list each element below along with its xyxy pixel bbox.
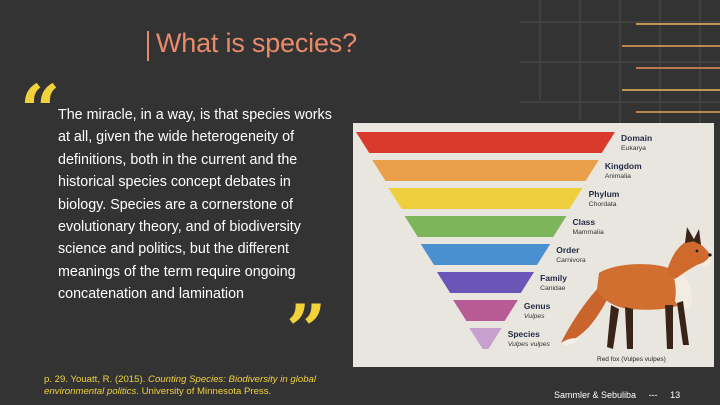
taxon-label-genus: Vulpes — [524, 313, 545, 320]
slide-title: What is species? — [156, 28, 357, 58]
rank-label-class: Class — [572, 217, 595, 227]
taxon-label-kingdom: Animalia — [605, 173, 631, 180]
taxonomy-pyramid: Domain Eukarya Kingdom Animalia Phylum Chorda… — [356, 132, 712, 363]
red-fox-illustration — [561, 227, 712, 349]
taxon-label-family: Canidae — [540, 285, 566, 292]
taxonomy-figure: Domain Eukarya Kingdom Animalia Phylum Chorda… — [353, 123, 714, 367]
citation: p. 29. Youatt, R. (2015). Counting Speci… — [44, 374, 374, 398]
pyramid-level-species — [469, 328, 502, 349]
quote-text: The miracle, in a way, is that species w… — [58, 107, 332, 303]
close-quote-mark: ” — [286, 289, 327, 372]
rank-label-domain: Domain — [621, 133, 652, 143]
title-accent-bar — [147, 31, 149, 61]
slide-footer: Sammler & Sebuliba --- 13 — [554, 390, 690, 400]
fox-caption: Red fox (Vulpes vulpes) — [597, 356, 666, 363]
rank-label-order: Order — [556, 245, 580, 255]
rank-label-family: Family — [540, 273, 567, 283]
pyramid-level-genus — [453, 300, 518, 321]
citation-suffix: . University of Minnesota Press. — [136, 386, 272, 397]
footer-authors: Sammler & Sebuliba — [554, 390, 637, 400]
rank-label-genus: Genus — [524, 301, 551, 311]
rank-label-species: Species — [508, 329, 540, 339]
page-number: 13 — [670, 390, 681, 400]
taxon-label-domain: Eukarya — [621, 145, 646, 152]
taxon-label-phylum: Chordata — [589, 201, 617, 208]
pyramid-level-order — [420, 244, 551, 265]
pyramid-level-domain — [356, 132, 615, 153]
citation-prefix: p. 29. Youatt, R. (2015). — [44, 374, 149, 385]
rank-label-kingdom: Kingdom — [605, 161, 642, 171]
taxon-label-species: Vulpes vulpes — [508, 341, 551, 348]
pyramid-level-family — [436, 272, 535, 293]
taxon-label-order: Carnivora — [556, 257, 586, 264]
pyramid-level-class — [404, 216, 567, 237]
citation-title: Counting Species: Biodiversity in global… — [44, 374, 316, 397]
taxon-label-class: Mammalia — [572, 229, 604, 236]
open-quote-mark: “ — [20, 69, 61, 152]
rank-label-phylum: Phylum — [589, 189, 620, 199]
footer-separator: --- — [648, 390, 658, 400]
pyramid-level-phylum — [388, 188, 583, 209]
pyramid-level-kingdom — [372, 160, 599, 181]
